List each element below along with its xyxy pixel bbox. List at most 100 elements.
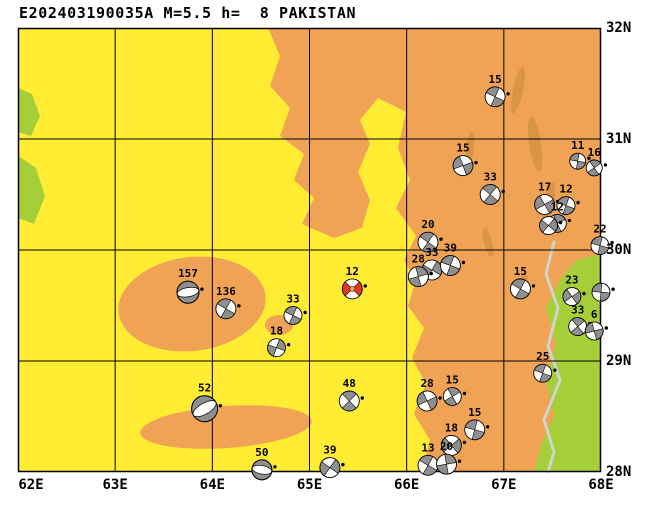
lat-tick-label: 30N: [606, 242, 632, 258]
beachball: [568, 317, 588, 337]
focal-mechanism: 16: [585, 146, 608, 177]
beachball: [439, 255, 461, 276]
focal-mechanism: 18: [267, 325, 291, 358]
beachball: [569, 152, 587, 170]
beachball: [267, 338, 286, 358]
lat-tick-label: 31N: [606, 131, 632, 147]
epicenter-dot: [611, 287, 615, 291]
focal-mechanism: 12: [556, 183, 580, 216]
focal-mechanism: 15: [464, 406, 490, 441]
beachball: [464, 419, 486, 441]
depth-label: 28: [420, 377, 433, 390]
depth-label: 28: [412, 253, 425, 266]
lon-tick-label: 62E: [18, 477, 44, 493]
beachball: [584, 321, 604, 341]
beachball: [585, 159, 603, 177]
depth-label: 15: [446, 374, 459, 387]
focal-mechanism: 39: [319, 444, 345, 479]
grid-layer: [18, 28, 601, 472]
beachball: [417, 454, 439, 476]
depth-label: 33: [286, 293, 299, 306]
focal-mechanism: 15: [509, 265, 536, 300]
beachball: [556, 196, 576, 216]
epicenter-dot: [439, 237, 443, 241]
lon-tick-label: 64E: [199, 477, 225, 493]
terrain-green-west-1: [18, 88, 40, 136]
epicenter-dot: [576, 200, 580, 205]
epicenter-dot: [474, 160, 478, 165]
beachball: [407, 266, 429, 288]
main-event-center-dot: [349, 286, 356, 292]
depth-label: 136: [216, 285, 236, 298]
lon-tick-label: 66E: [394, 477, 420, 493]
beachball: [251, 459, 273, 481]
terrain-green-west-2: [18, 156, 45, 224]
beachball: [479, 184, 501, 205]
focal-mechanism: 157: [176, 267, 204, 304]
epicenter-dot: [429, 271, 433, 276]
beachball: [590, 236, 610, 256]
depth-label: 15: [488, 73, 501, 86]
focal-mechanism: 12: [341, 265, 367, 300]
focal-mechanism: 20: [436, 440, 462, 475]
epicenter-dot: [218, 404, 222, 408]
depth-label: 52: [198, 382, 211, 395]
depth-label: 39: [444, 242, 457, 255]
event-title: E202403190035A M=5.5 h= 8 PAKISTAN: [19, 4, 357, 22]
focal-mechanism: 15: [484, 73, 510, 108]
epicenter-dot: [461, 260, 466, 265]
depth-label: 16: [588, 146, 602, 159]
epicenter-dot: [603, 163, 608, 167]
lon-tick-label: 68E: [588, 477, 614, 493]
epicenter-dot: [531, 284, 536, 288]
focal-mechanism: 23: [562, 274, 586, 307]
focal-mechanism: 15: [442, 374, 467, 406]
epicenter-dot: [200, 287, 204, 291]
depth-label: 20: [440, 440, 453, 453]
focal-mechanism: 18: [440, 421, 467, 456]
beachball: [562, 287, 582, 307]
lat-tick-label: 29N: [606, 353, 632, 369]
focal-mechanism: 33: [283, 293, 307, 325]
beachball: [484, 86, 506, 108]
depth-label: 157: [178, 267, 198, 280]
beachball: [533, 363, 553, 383]
beachball: [417, 231, 439, 253]
epicenter-dot: [553, 368, 557, 372]
focal-mechanism: 15: [452, 142, 478, 177]
depth-label: 22: [593, 223, 606, 236]
focal-mechanism: 52: [191, 382, 222, 423]
depth-label: 17: [538, 181, 551, 194]
epicenter-dot: [506, 92, 510, 96]
focal-mechanism: [591, 282, 615, 302]
terrain-orange-band-south: [140, 405, 312, 449]
depth-label: 25: [536, 350, 549, 363]
epicenter-dot: [582, 291, 586, 296]
beachball: [338, 390, 360, 412]
lon-tick-label: 63E: [102, 477, 128, 493]
depth-label: 33: [571, 304, 584, 317]
epicenter-dot: [360, 396, 364, 400]
beachball: [191, 395, 219, 423]
epicenter-dot: [341, 462, 345, 467]
focal-mechanism: 28: [416, 377, 442, 412]
depth-label: 18: [270, 325, 283, 338]
focal-mechanism: 13: [417, 441, 443, 476]
lon-tick-label: 65E: [296, 477, 323, 493]
focal-mechanism: 17: [534, 181, 560, 215]
beachball: [509, 278, 531, 300]
beachball: [416, 390, 438, 412]
river: [542, 240, 562, 474]
depth-label: 12: [559, 183, 572, 196]
epicenter-dot: [501, 189, 505, 194]
depth-label: 33: [425, 246, 438, 259]
epicenter-dot: [462, 391, 467, 396]
focal-mechanism: 22: [590, 223, 614, 256]
lat-tick-label: 28N: [606, 464, 632, 480]
epicenter-dot: [457, 459, 462, 463]
depth-label: 13: [421, 441, 434, 454]
focal-mechanism: 48: [338, 377, 364, 412]
epicenter-dot: [587, 156, 591, 160]
